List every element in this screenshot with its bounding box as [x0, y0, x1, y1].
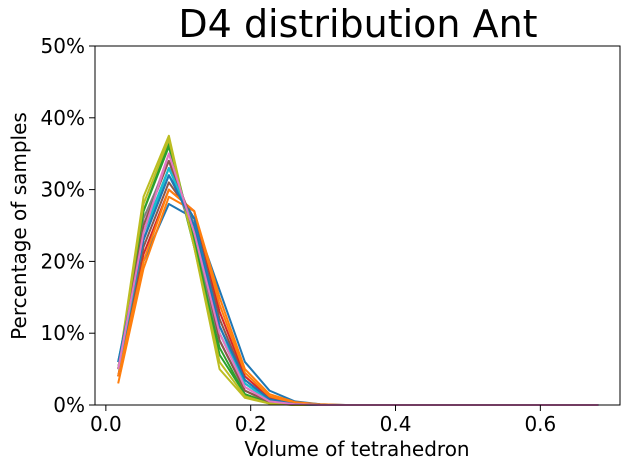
y-tick-label: 30%: [41, 178, 85, 202]
series-line-10: [117, 167, 599, 406]
y-axis-ticks: 0% 10% 20% 30% 40% 50%: [41, 34, 95, 417]
plot-lines: [117, 134, 599, 406]
x-tick-label: 0.0: [90, 412, 122, 436]
series-line-18: [117, 152, 599, 406]
y-tick-label: 50%: [41, 34, 85, 58]
series-line-9: [117, 134, 599, 406]
series-line-3: [117, 145, 599, 406]
series-line-15: [117, 138, 599, 406]
x-tick-label: 0.6: [524, 412, 556, 436]
x-tick-label: 0.4: [380, 412, 412, 436]
series-line-16: [117, 167, 599, 406]
x-axis-label: Volume of tetrahedron: [244, 437, 469, 461]
plot-frame: [94, 45, 621, 406]
x-axis-ticks: 0.0 0.2 0.4 0.6: [90, 405, 556, 436]
series-line-5: [117, 167, 599, 406]
series-line-7: [117, 152, 599, 406]
y-tick-label: 10%: [41, 321, 85, 345]
x-tick-label: 0.2: [235, 412, 267, 436]
y-tick-label: 0%: [53, 393, 85, 417]
y-tick-label: 20%: [41, 249, 85, 273]
chart-title: D4 distribution Ant: [178, 2, 537, 46]
series-line-8: [117, 159, 599, 406]
series-line-14: [117, 159, 599, 406]
series-line-13: [117, 141, 599, 406]
y-axis-label: Percentage of samples: [7, 112, 31, 340]
y-tick-label: 40%: [41, 106, 85, 130]
series-line-11: [117, 174, 599, 406]
